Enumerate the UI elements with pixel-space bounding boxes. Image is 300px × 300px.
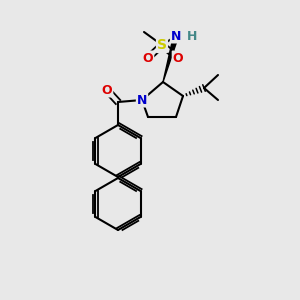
Polygon shape bbox=[163, 35, 178, 82]
Text: N: N bbox=[137, 94, 147, 106]
Text: O: O bbox=[143, 52, 153, 64]
Text: S: S bbox=[157, 38, 167, 52]
Text: H: H bbox=[187, 29, 197, 43]
Text: O: O bbox=[173, 52, 183, 64]
Text: O: O bbox=[102, 83, 112, 97]
Text: N: N bbox=[171, 29, 181, 43]
